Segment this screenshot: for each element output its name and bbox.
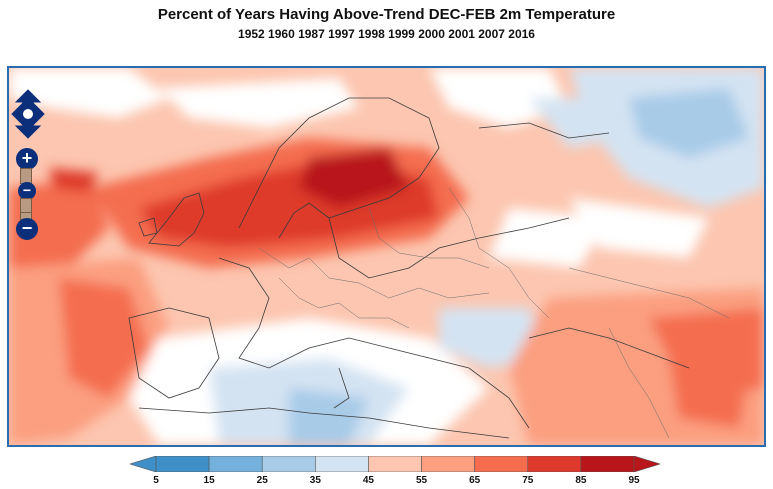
legend-bin: [261, 456, 316, 472]
pan-control[interactable]: [10, 88, 46, 140]
country-borders: [258, 187, 730, 439]
legend-min-arrow: [130, 456, 157, 472]
legend-tick-label: 75: [522, 475, 534, 486]
legend-colorbar: [130, 456, 660, 472]
temperature-map: [9, 68, 764, 445]
legend-bin: [474, 456, 529, 472]
legend-tick-label: 25: [256, 475, 268, 486]
legend-bin: [208, 456, 263, 472]
legend-tick-label: 95: [628, 475, 640, 486]
color-legend: 5 15 25 35 45 55 65 75 85 95: [130, 456, 660, 486]
pan-arrows-icon[interactable]: [10, 88, 46, 140]
legend-tick-label: 35: [309, 475, 321, 486]
legend-tick-label: 45: [362, 475, 374, 486]
zoom-in-button[interactable]: +: [16, 148, 38, 170]
zoom-control[interactable]: + − −: [16, 148, 38, 240]
legend-tick-label: 15: [203, 475, 215, 486]
map-title: Percent of Years Having Above-Trend DEC-…: [157, 6, 616, 23]
legend-tick-label: 65: [469, 475, 481, 486]
legend-bin: [580, 456, 635, 472]
legend-bin: [155, 456, 210, 472]
legend-tick-label: 55: [415, 475, 428, 486]
legend-bin: [421, 456, 475, 472]
map-viewport[interactable]: [7, 66, 766, 447]
legend-bin: [315, 456, 369, 472]
legend-bin: [527, 456, 582, 472]
zoom-out-button[interactable]: −: [16, 218, 38, 240]
legend-tick-label: 85: [575, 475, 587, 486]
coastlines: [128, 97, 690, 439]
legend-tick-label: 5: [153, 475, 159, 486]
legend-bin: [368, 456, 422, 472]
legend-max-arrow: [633, 456, 660, 472]
map-subtitle: 1952 1960 1987 1997 1998 1999 2000 2001 …: [238, 27, 535, 41]
